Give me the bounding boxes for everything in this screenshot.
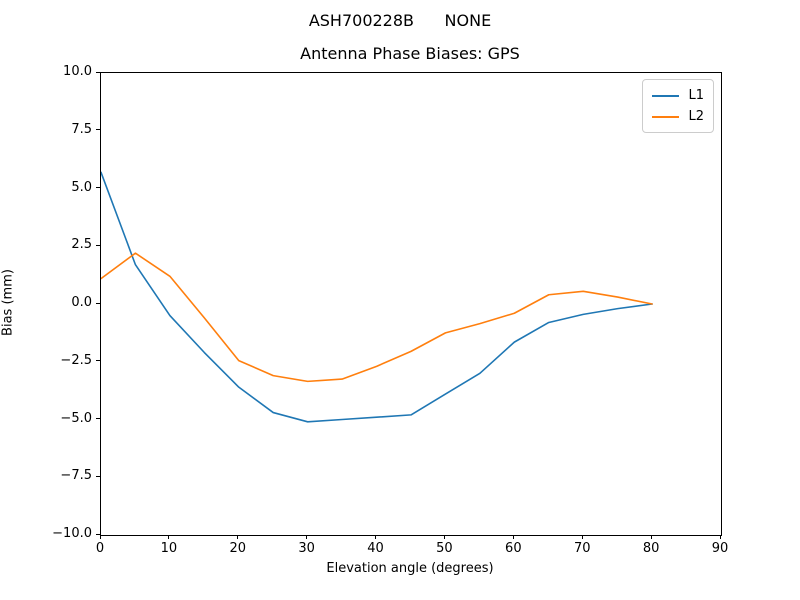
chart-title: Antenna Phase Biases: GPS xyxy=(300,44,520,63)
x-tick-mark xyxy=(375,535,377,539)
y-tick-mark xyxy=(96,187,100,188)
y-tick-mark xyxy=(96,475,100,477)
x-tick-mark xyxy=(512,535,514,539)
x-tick-mark xyxy=(581,535,583,539)
x-axis-label: Elevation angle (degrees) xyxy=(326,561,494,576)
x-tick-mark xyxy=(719,535,721,539)
y-tick-label: −2.5 xyxy=(60,352,92,368)
y-tick-mark xyxy=(96,71,100,73)
x-tick-label: 50 xyxy=(436,541,453,556)
legend-label: L2 xyxy=(688,109,704,124)
line-chart-canvas xyxy=(101,171,653,423)
x-tick-label: 60 xyxy=(505,541,522,556)
x-tick-label: 10 xyxy=(160,541,178,556)
x-tick-label: 20 xyxy=(229,541,247,556)
y-tick-label: 10.0 xyxy=(63,64,92,79)
x-tick-label: 0 xyxy=(95,541,105,556)
x-tick-label: 90 xyxy=(711,541,729,556)
legend-line-swatch xyxy=(652,115,680,118)
y-tick-mark xyxy=(96,418,100,419)
x-tick-mark xyxy=(168,535,170,539)
legend-entry-l2: L2 xyxy=(652,106,704,127)
y-tick-label: 7.5 xyxy=(71,121,92,137)
y-axis-label: Bias (mm) xyxy=(0,269,16,336)
y-tick-label: −10.0 xyxy=(52,526,92,541)
x-tick-label: 40 xyxy=(367,541,384,556)
x-tick-label: 80 xyxy=(642,541,660,556)
y-tick-label: 2.5 xyxy=(71,237,92,253)
y-tick-mark xyxy=(96,302,100,304)
y-tick-label: −7.5 xyxy=(60,468,92,484)
y-tick-mark xyxy=(96,360,100,362)
y-tick-label: 0.0 xyxy=(71,295,92,310)
y-tick-mark xyxy=(96,244,100,246)
x-tick-mark xyxy=(443,535,445,539)
y-tick-label: 5.0 xyxy=(71,179,92,195)
y-tick-label: −5.0 xyxy=(60,410,92,426)
legend-entry-l1: L1 xyxy=(652,85,704,106)
figure-suptitle: ASH700228B NONE xyxy=(308,11,492,30)
legend: L1 L2 xyxy=(642,79,714,133)
x-tick-label: 70 xyxy=(573,541,591,556)
x-tick-mark xyxy=(237,535,239,539)
series-line-l1 xyxy=(101,171,653,423)
x-tick-mark xyxy=(99,535,101,539)
y-tick-mark xyxy=(96,533,100,535)
series-line-l2 xyxy=(101,252,653,383)
x-tick-mark xyxy=(650,535,652,539)
x-tick-mark xyxy=(306,535,308,539)
legend-line-swatch xyxy=(652,94,680,97)
y-tick-mark xyxy=(96,129,100,131)
x-tick-label: 30 xyxy=(298,541,315,556)
plot-area: L1 L2 xyxy=(100,72,722,536)
legend-label: L1 xyxy=(688,88,704,103)
